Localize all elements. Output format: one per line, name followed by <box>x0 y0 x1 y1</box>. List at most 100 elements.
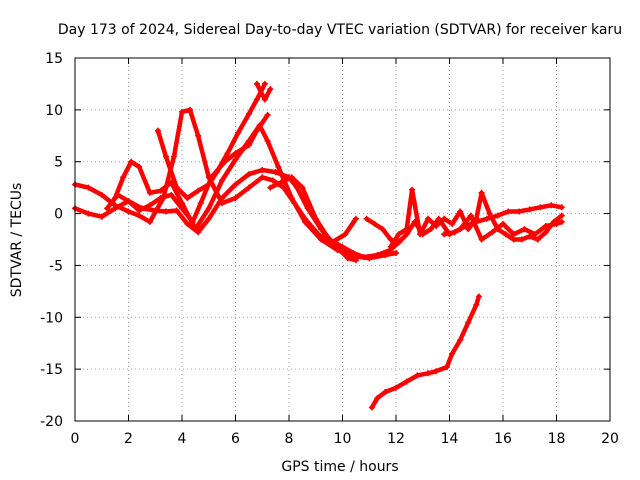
data-point-marker <box>526 233 533 240</box>
data-point-marker <box>184 195 191 201</box>
data-point-marker <box>267 86 274 93</box>
y-axis-label: SDTVAR / TECUs <box>9 183 25 298</box>
data-point-marker <box>521 226 528 233</box>
data-point-marker <box>526 206 533 213</box>
data-point-marker <box>146 218 153 225</box>
data-point-marker <box>187 106 193 113</box>
data-point-marker <box>213 169 220 176</box>
data-point-marker <box>245 111 252 117</box>
y-tick-label: -5 <box>49 258 63 274</box>
data-point-marker <box>157 195 164 201</box>
data-point-marker <box>299 184 306 191</box>
data-point-marker <box>352 215 359 222</box>
data-point-marker <box>457 208 464 215</box>
data-point-marker <box>334 246 341 253</box>
data-point-marker <box>475 293 482 300</box>
data-point-marker <box>451 229 458 236</box>
data-point-marker <box>395 239 402 246</box>
data-point-marker <box>374 252 381 259</box>
data-point-marker <box>510 231 517 238</box>
data-point-marker <box>465 319 472 326</box>
data-point-marker <box>449 220 456 227</box>
data-point-marker <box>558 212 565 219</box>
data-point-marker <box>232 181 239 188</box>
data-point-marker <box>433 223 440 229</box>
data-point-marker <box>162 153 169 160</box>
data-point-marker <box>478 189 485 196</box>
data-point-marker <box>232 156 239 163</box>
data-point-marker <box>261 80 268 87</box>
data-point-marker <box>173 184 180 191</box>
data-point-marker <box>184 220 191 227</box>
data-point-marker <box>245 171 252 178</box>
data-point-marker <box>275 163 282 170</box>
data-point-marker <box>136 207 143 214</box>
data-point-marker <box>162 208 169 215</box>
data-point-marker <box>112 202 119 209</box>
data-point-marker <box>253 80 260 87</box>
x-tick-label: 12 <box>387 431 405 447</box>
data-point-marker <box>473 301 480 308</box>
data-point-marker <box>350 250 357 256</box>
data-point-marker <box>245 184 252 191</box>
x-tick-label: 6 <box>231 431 240 447</box>
data-point-marker <box>146 202 153 209</box>
series-trace-5 <box>155 81 268 201</box>
data-point-marker <box>342 231 349 238</box>
data-point-marker <box>379 226 386 233</box>
x-tick-label: 8 <box>285 431 294 447</box>
data-point-marker <box>518 236 525 243</box>
data-point-marker <box>278 179 284 186</box>
data-point-marker <box>173 207 180 214</box>
data-point-marker <box>179 205 185 212</box>
data-point-marker <box>253 127 260 134</box>
data-point-marker <box>534 236 541 243</box>
data-point-marker <box>264 112 271 118</box>
data-point-marker <box>235 129 242 136</box>
data-point-marker <box>136 212 143 219</box>
data-point-marker <box>85 210 92 217</box>
data-point-marker <box>457 337 464 344</box>
x-tick-label: 2 <box>124 431 133 447</box>
data-point-marker <box>253 96 260 103</box>
data-point-marker <box>259 174 266 181</box>
data-point-marker <box>510 236 517 243</box>
data-point-marker <box>168 191 175 198</box>
data-point-marker <box>318 236 325 243</box>
data-point-marker <box>128 158 135 165</box>
data-point-marker <box>449 350 456 357</box>
data-point-marker <box>473 218 480 225</box>
x-tick-label: 10 <box>334 431 352 447</box>
data-point-marker <box>98 191 105 198</box>
data-point-marker <box>125 208 132 215</box>
y-tick-label: 5 <box>54 155 63 171</box>
x-tick-label: 4 <box>178 431 187 447</box>
x-tick-label: 0 <box>71 431 80 447</box>
data-point-marker <box>114 191 121 198</box>
data-point-marker <box>339 243 346 250</box>
data-point-marker <box>516 208 522 215</box>
data-point-marker <box>312 215 319 222</box>
data-point-marker <box>98 213 105 220</box>
data-point-marker <box>387 243 394 250</box>
data-point-marker <box>403 378 410 385</box>
data-point-marker <box>494 226 501 233</box>
data-point-marker <box>374 395 381 402</box>
data-point-marker <box>462 223 469 229</box>
data-point-marker <box>502 231 509 238</box>
data-point-marker <box>414 372 421 379</box>
data-point-marker <box>219 200 226 207</box>
data-point-marker <box>494 212 501 219</box>
data-point-marker <box>387 236 394 243</box>
data-point-marker <box>427 226 434 233</box>
data-point-marker <box>326 236 333 243</box>
data-point-marker <box>302 218 308 225</box>
data-point-marker <box>272 169 279 176</box>
data-point-marker <box>500 220 506 227</box>
y-tick-label: 0 <box>54 207 63 223</box>
data-point-marker <box>368 404 375 411</box>
data-point-marker <box>363 215 370 222</box>
data-point-marker <box>486 210 493 217</box>
data-point-marker <box>154 127 161 134</box>
